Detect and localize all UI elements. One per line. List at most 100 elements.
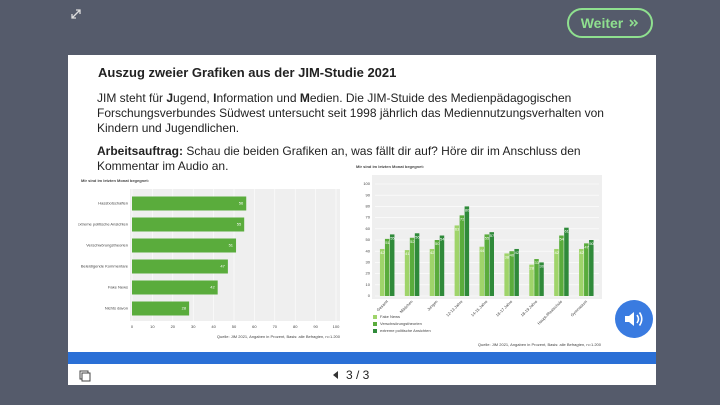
x-tick-label: 100 bbox=[333, 324, 340, 329]
text: M bbox=[299, 91, 310, 105]
source: Quelle: JIM 2021, Angaben in Prozent, Ba… bbox=[217, 334, 341, 339]
bar bbox=[529, 264, 534, 296]
y-tick-label: 0 bbox=[368, 293, 371, 298]
y-tick-label: Extreme politische Ansichten bbox=[78, 222, 128, 227]
bar bbox=[509, 251, 514, 296]
bar bbox=[534, 259, 539, 296]
slide-title: Auszug zweier Grafiken aus der JIM-Studi… bbox=[98, 65, 397, 80]
chart: Mir sind im letzten Monat begegnet: 0 10 20… bbox=[353, 161, 605, 350]
x-tick-label: 60 bbox=[252, 324, 257, 329]
x-tick-label: Gymnasium bbox=[569, 298, 588, 317]
bar bbox=[554, 248, 559, 296]
text: nformation und bbox=[216, 91, 300, 105]
value-label: 42 bbox=[430, 250, 435, 255]
audio-button[interactable] bbox=[614, 299, 654, 339]
x-tick-label: 12-13 Jahre bbox=[445, 298, 464, 317]
legend-swatch bbox=[373, 329, 377, 333]
value-label: 41 bbox=[405, 251, 410, 256]
y-tick-label: Hassbotschaften bbox=[98, 201, 128, 206]
next-button[interactable]: Weiter bbox=[567, 8, 653, 38]
bar bbox=[434, 240, 440, 296]
y-tick-label: Fake News bbox=[108, 285, 128, 290]
bar bbox=[439, 235, 445, 296]
slide: Auszug zweier Grafiken aus der JIM-Studi… bbox=[68, 55, 656, 385]
value-label: 55 bbox=[237, 222, 242, 227]
legend-label: extreme politische Ansichten bbox=[380, 328, 431, 333]
y-tick-label: Beleidigende Kommentare bbox=[81, 264, 129, 269]
plot-background bbox=[130, 189, 340, 321]
bar bbox=[132, 301, 190, 316]
value-label: 42 bbox=[554, 250, 559, 255]
y-tick-label: 40 bbox=[366, 248, 371, 253]
value-label: 57 bbox=[490, 233, 495, 238]
value-label: 61 bbox=[564, 229, 569, 234]
x-tick-label: 40 bbox=[211, 324, 216, 329]
legend-label: Verschwörungstheorien bbox=[380, 321, 422, 326]
value-label: 52 bbox=[410, 239, 415, 244]
bar bbox=[132, 196, 247, 211]
bar bbox=[489, 232, 494, 296]
x-tick-label: 20 bbox=[171, 324, 176, 329]
bar bbox=[132, 238, 237, 253]
chevron-icon bbox=[629, 19, 639, 27]
value-label: 80 bbox=[465, 207, 470, 212]
x-tick-label: 30 bbox=[191, 324, 196, 329]
y-tick-label: 100 bbox=[363, 181, 370, 186]
progress-bar bbox=[68, 352, 656, 364]
prev-arrow[interactable] bbox=[332, 370, 340, 380]
bar bbox=[514, 248, 519, 296]
bar bbox=[414, 233, 420, 296]
value-label: 50 bbox=[589, 241, 594, 246]
value-label: 38 bbox=[505, 255, 510, 260]
y-tick-label: 50 bbox=[366, 237, 371, 242]
value-label: 54 bbox=[559, 237, 564, 242]
text: edien. Die JIM-Stuide des Medienpädagogi… bbox=[97, 91, 604, 135]
x-tick-label: 70 bbox=[273, 324, 278, 329]
legend-swatch bbox=[373, 322, 377, 326]
expand-icon[interactable] bbox=[70, 8, 82, 20]
value-label: 51 bbox=[385, 240, 390, 245]
chart-title: Mir sind im letzten Monat begegnet: bbox=[81, 178, 149, 183]
legend-label: Fake News bbox=[380, 314, 400, 319]
value-label: 55 bbox=[390, 235, 395, 240]
y-tick-label: 60 bbox=[366, 226, 371, 231]
value-label: 42 bbox=[210, 285, 215, 290]
bar bbox=[479, 246, 484, 296]
value-label: 33 bbox=[535, 260, 540, 265]
task: Arbeitsauftrag: Schau die beiden Grafike… bbox=[97, 144, 637, 174]
value-label: 42 bbox=[515, 250, 520, 255]
bar bbox=[404, 250, 410, 296]
task-label: Arbeitsauftrag: bbox=[97, 144, 184, 158]
bar bbox=[559, 235, 564, 296]
bar bbox=[464, 206, 470, 296]
value-label: 55 bbox=[485, 235, 490, 240]
x-tick-label: 90 bbox=[313, 324, 318, 329]
value-label: 50 bbox=[435, 241, 440, 246]
slides-icon[interactable] bbox=[79, 370, 93, 382]
bar bbox=[589, 240, 594, 296]
value-label: 47 bbox=[220, 264, 225, 269]
y-tick-label: 90 bbox=[366, 192, 371, 197]
bar bbox=[429, 248, 435, 296]
bar bbox=[389, 234, 395, 296]
text: J bbox=[166, 91, 174, 105]
value-label: 63 bbox=[455, 227, 460, 232]
text: I bbox=[213, 91, 217, 105]
x-tick-label: Jungen bbox=[426, 299, 439, 312]
bar bbox=[132, 217, 245, 232]
x-tick-label: 14-15 Jahre bbox=[470, 298, 489, 317]
source: Quelle: JIM 2021, Angaben in Prozent, Ba… bbox=[478, 342, 602, 347]
bar bbox=[409, 237, 415, 296]
x-tick-label: 16-17 Jahre bbox=[495, 298, 514, 317]
button-label: Weiter bbox=[580, 15, 624, 31]
x-tick-label: 50 bbox=[232, 324, 237, 329]
bar bbox=[459, 215, 465, 296]
page-indicator: 3 / 3 bbox=[346, 368, 370, 382]
bar bbox=[132, 280, 218, 295]
x-tick-label: Mädchen bbox=[399, 299, 414, 314]
y-tick-label: Verschwörungstheorien bbox=[86, 243, 128, 248]
text: ugend, bbox=[173, 91, 214, 105]
bar bbox=[539, 262, 544, 296]
value-label: 54 bbox=[440, 237, 445, 242]
